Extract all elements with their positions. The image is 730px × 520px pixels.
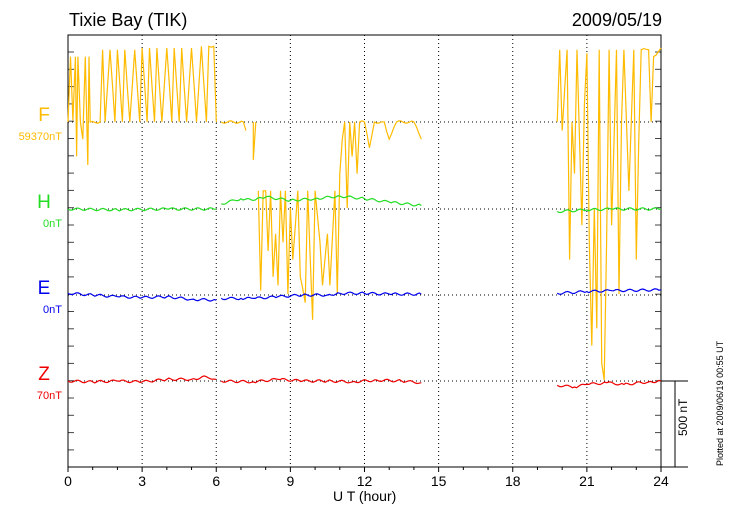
series-line-h <box>221 195 422 207</box>
x-axis-label: U T (hour) <box>333 488 397 504</box>
series-line-f <box>252 121 257 160</box>
series-baseline-f: 59370nT <box>19 131 63 143</box>
x-tick-label: 15 <box>431 473 447 489</box>
x-tick-label: 6 <box>212 473 220 489</box>
x-tick-label: 0 <box>64 473 72 489</box>
series-line-f <box>220 120 247 131</box>
series-baseline-e: 0nT <box>43 304 62 316</box>
series-name-f: F <box>38 105 50 126</box>
series-line-e <box>220 291 422 301</box>
series-line-f <box>257 120 422 320</box>
scale-bar-label: 500 nT <box>676 398 690 436</box>
series-line-z <box>556 379 662 389</box>
x-tick-label: 24 <box>653 473 669 489</box>
x-tick-label: 9 <box>286 473 294 489</box>
series-name-e: E <box>38 278 51 299</box>
series-baseline-z: 70nT <box>37 390 62 402</box>
series-name-h: H <box>37 192 51 213</box>
series-line-z <box>67 375 217 384</box>
x-tick-label: 12 <box>357 473 373 489</box>
series-line-f <box>67 45 217 166</box>
series-name-z: Z <box>38 364 50 385</box>
series-line-h <box>67 207 217 212</box>
plotted-note: Plotted at 2009/06/19 00:55 UT <box>715 340 725 466</box>
series-baseline-h: 0nT <box>43 218 62 230</box>
station-title: Tixie Bay (TIK) <box>69 10 188 30</box>
date-title: 2009/05/19 <box>571 10 662 30</box>
series-line-e <box>67 292 217 302</box>
series-line-e <box>556 288 662 295</box>
x-tick-label: 3 <box>138 473 146 489</box>
plot-frame <box>67 34 662 468</box>
series-line-f <box>556 47 662 381</box>
series-line-z <box>220 377 422 385</box>
series-line-h <box>556 207 662 214</box>
x-tick-label: 21 <box>579 473 595 489</box>
x-tick-label: 18 <box>505 473 521 489</box>
